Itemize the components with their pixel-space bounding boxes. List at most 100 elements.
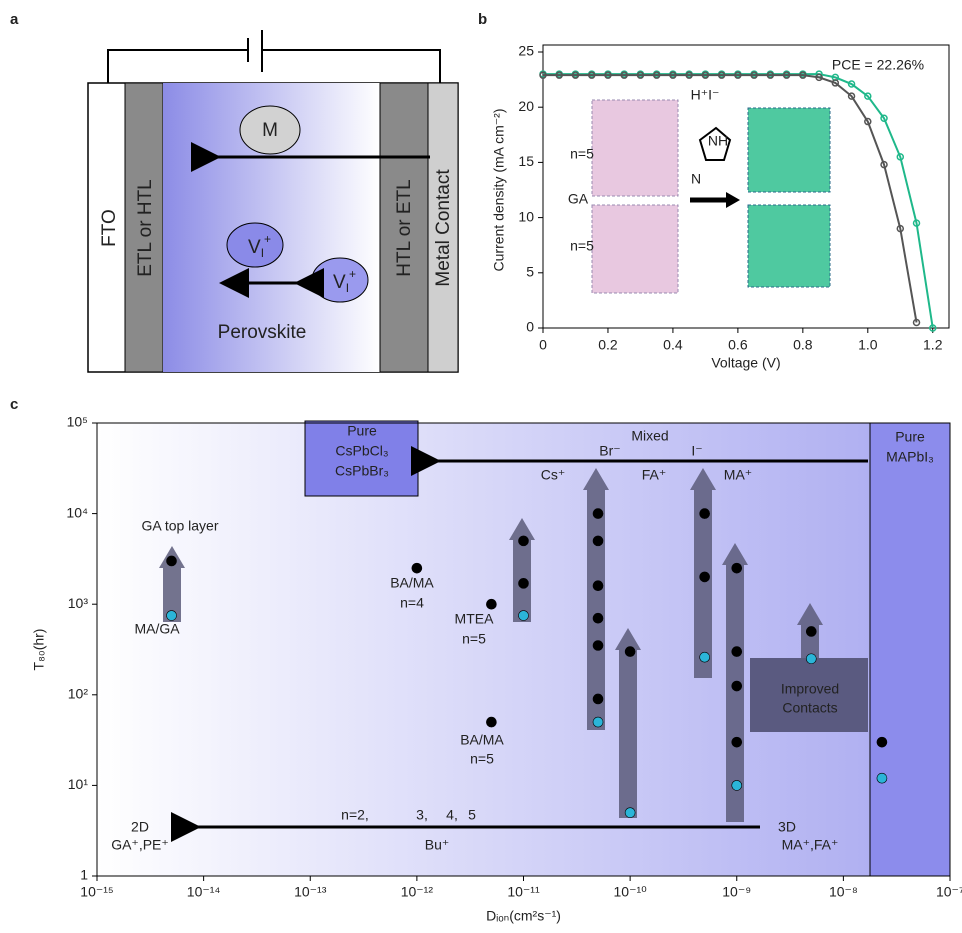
label-part: I [261,246,264,260]
inset-label: GA [568,191,589,207]
figure: a b c FTO ETL or HTL HTL or ETL Metal Co… [0,0,962,933]
y-tick-label: 1 [80,867,88,883]
x-tick-label: 10⁻¹¹ [507,884,540,900]
y-tick-label: 10 [518,208,534,224]
annotation: CsPbCl₃ [335,443,388,459]
layer-label: HTL or ETL [394,179,415,277]
point [732,681,742,691]
annotation: Bu⁺ [425,837,450,853]
annotation: n=4 [400,595,424,611]
annotation: GA top layer [141,518,218,534]
point [806,654,816,664]
label-part: V [333,272,346,293]
point [486,717,496,727]
point [167,611,177,621]
y-tick-label: 25 [518,43,534,59]
y-tick-label: 10⁵ [67,414,88,430]
panel-label: c [10,396,18,413]
annotation: n=5 [470,751,494,767]
annotation: GA⁺,PE⁺ [111,837,169,853]
panel-label: b [478,11,487,28]
point [593,581,603,591]
point [167,556,177,566]
annotation: MAPbI₃ [886,449,934,465]
y-axis-label: T₈₀(hr) [31,629,47,671]
point [486,599,496,609]
point [625,647,635,657]
annotation: PCE = 22.26% [832,57,924,73]
x-tick-label: 10⁻¹³ [294,884,327,900]
x-tick-label: 0.2 [598,337,618,353]
x-tick-label: 0.4 [663,337,683,353]
annotation: 3D [778,819,796,835]
annotation: MA/GA [134,621,180,637]
point [877,737,887,747]
inset-label: H⁺I⁻ [691,87,720,103]
point [700,572,710,582]
annotation: Contacts [782,700,837,716]
point [593,717,603,727]
panel-label: a [10,11,19,28]
point [732,563,742,573]
x-tick-label: 10⁻⁷ [936,884,962,900]
point [625,808,635,818]
annotation: Br⁻ [599,443,620,459]
annotation: MA⁺ [724,467,752,483]
point [593,641,603,651]
inset-label: n=5 [570,146,594,162]
point [806,626,816,636]
x-tick-label: 10⁻⁸ [829,884,858,900]
annotation: Cs⁺ [541,467,566,483]
point [519,578,529,588]
annotation: BA/MA [460,732,504,748]
material-label: Perovskite [218,322,307,343]
point [593,694,603,704]
label-part: V [248,237,261,258]
y-tick-label: 10² [68,686,89,702]
x-tick-label: 10⁻⁹ [722,884,751,900]
annotation: BA/MA [390,575,434,591]
plot-background [97,423,950,876]
inset-label: NH [708,133,728,149]
x-tick-label: 0.8 [793,337,813,353]
point [593,536,603,546]
point [593,509,603,519]
y-tick-label: 10³ [68,595,89,611]
x-tick-label: 1.0 [858,337,878,353]
label-part: + [264,232,271,246]
label-part: I [346,281,349,295]
label-part: + [349,267,356,281]
x-tick-label: 10⁻¹⁵ [80,884,113,900]
x-tick-label: 0.6 [728,337,748,353]
annotation: Pure [895,429,925,445]
y-tick-label: 10⁴ [66,504,88,520]
point [700,509,710,519]
x-tick-label: 10⁻¹² [401,884,434,900]
annotation: 2D [131,819,149,835]
point [877,773,887,783]
x-axis-label: Dᵢₒₙ(cm²s⁻¹) [486,908,561,924]
x-tick-label: 10⁻¹⁰ [614,884,648,900]
x-tick-label: 10⁻¹⁴ [187,884,221,900]
layer-label: FTO [99,209,120,247]
x-tick-label: 0 [539,337,547,353]
y-tick-label: 15 [518,153,534,169]
point [732,647,742,657]
annotation: MTEA [455,611,495,627]
inset-label: n=5 [570,238,594,254]
point [732,780,742,790]
y-tick-label: 20 [518,98,534,114]
annotation: Mixed [631,428,668,444]
layer-label: ETL or HTL [135,179,156,277]
y-axis-label: Current density (mA cm⁻²) [491,109,507,272]
annotation: 3, [416,807,428,823]
point [519,536,529,546]
inset-label: N [691,171,701,187]
x-axis-label: Voltage (V) [711,355,780,371]
annotation: Improved [781,681,839,697]
y-tick-label: 5 [526,264,534,280]
annotation: n=5 [462,631,486,647]
point [593,613,603,623]
device-diagram: FTO ETL or HTL HTL or ETL Metal Contact … [88,30,458,372]
annotation: I⁻ [691,443,702,459]
